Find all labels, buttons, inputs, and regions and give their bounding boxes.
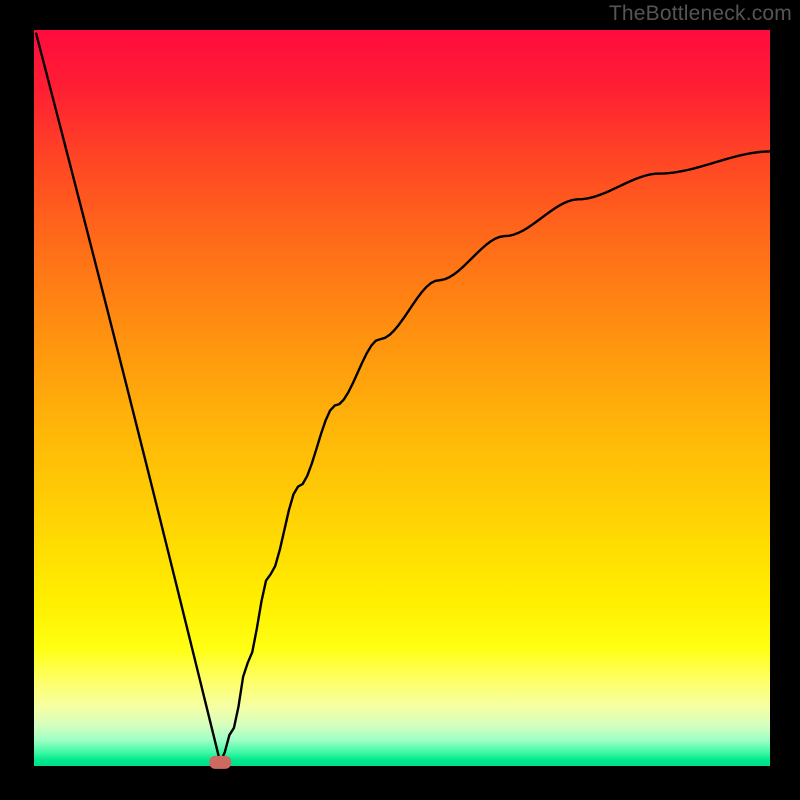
watermark-text: TheBottleneck.com	[609, 2, 792, 26]
plot-background	[34, 30, 770, 766]
bottleneck-chart	[0, 0, 800, 800]
minimum-marker	[209, 756, 231, 769]
